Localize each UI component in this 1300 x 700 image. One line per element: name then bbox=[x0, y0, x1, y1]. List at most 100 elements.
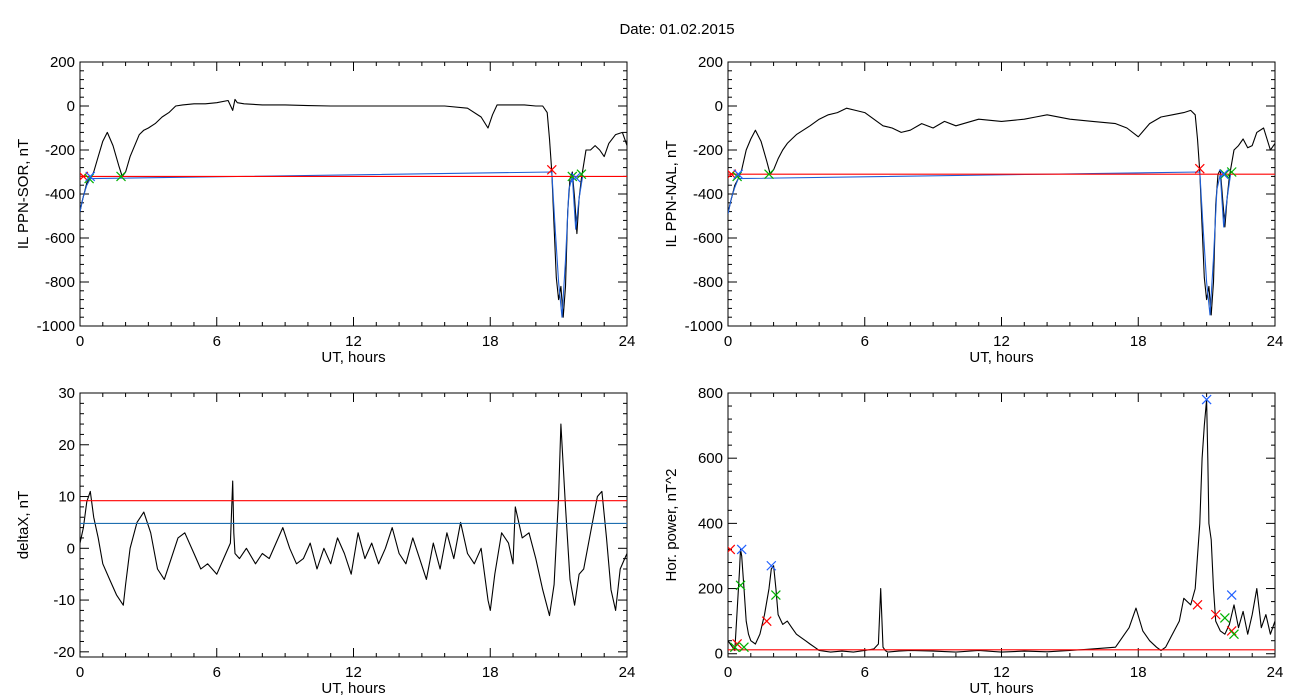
chart-1-marker-stroke bbox=[567, 171, 578, 182]
chart-4-marker-stroke bbox=[761, 616, 772, 627]
chart-2-ylabel: IL PPN-NAL, nT bbox=[663, 141, 680, 248]
chart-2-marker-stroke bbox=[764, 169, 774, 180]
chart-3-xtick-label: 24 bbox=[619, 664, 636, 681]
chart-1-plot-area bbox=[80, 98, 627, 318]
chart-2-xtick-label: 24 bbox=[1267, 333, 1284, 350]
chart-2-marker-stroke bbox=[1226, 167, 1237, 177]
chart-4-marker bbox=[1229, 629, 1239, 640]
chart-1-ytick-label: 0 bbox=[67, 98, 75, 115]
chart-3-xtick-label: 0 bbox=[76, 664, 84, 681]
chart-2-ytick-label: -200 bbox=[693, 142, 723, 159]
chart-4-ytick-label: 600 bbox=[698, 450, 723, 467]
chart-2-series-1-line bbox=[728, 107, 1275, 316]
chart-2-xtick-label: 0 bbox=[724, 333, 732, 350]
chart-4-xtick-label: 18 bbox=[1130, 664, 1147, 681]
chart-3-xtick-label: 6 bbox=[213, 664, 221, 681]
chart-4-marker-stroke bbox=[1229, 629, 1239, 640]
chart-2-marker bbox=[1218, 169, 1229, 180]
chart-2-marker bbox=[732, 171, 743, 182]
chart-1-marker-stroke bbox=[570, 172, 581, 183]
chart-3-xtick-label: 12 bbox=[345, 664, 362, 681]
chart-4-marker bbox=[735, 580, 746, 591]
chart-2-ytick-label: -800 bbox=[693, 274, 723, 291]
chart-3-series-1-line bbox=[80, 423, 627, 617]
chart-1-ytick-label: -800 bbox=[45, 274, 75, 291]
chart-4-marker bbox=[728, 544, 736, 555]
chart-1-xlabel: UT, hours bbox=[321, 349, 385, 366]
chart-1-ytick-label: -200 bbox=[45, 142, 75, 159]
chart-1-marker bbox=[570, 172, 581, 183]
chart-4-marker bbox=[1226, 590, 1237, 600]
chart-2-marker-stroke bbox=[1219, 169, 1230, 180]
chart-1-marker-stroke bbox=[576, 169, 587, 180]
chart-1-marker-stroke bbox=[546, 164, 557, 175]
chart-4-xtick-label: 6 bbox=[861, 664, 869, 681]
chart-1-marker-stroke bbox=[116, 171, 126, 182]
chart-4-xtick-label: 12 bbox=[993, 664, 1010, 681]
chart-3-ytick-label: 20 bbox=[58, 437, 75, 454]
chart-4-marker bbox=[770, 590, 781, 600]
chart-4: 0 6 12 18 24 800 600 400 200 0 UT, hours Hor. power… bbox=[663, 385, 1283, 697]
chart-2-xlabel: UT, hours bbox=[969, 349, 1033, 366]
chart-4-marker-stroke bbox=[736, 544, 747, 555]
chart-1-marker bbox=[85, 171, 96, 182]
chart-1-marker-stroke bbox=[84, 173, 95, 184]
chart-4-marker bbox=[1192, 599, 1203, 610]
chart-2-frame bbox=[727, 61, 1276, 327]
chart-1-xtick-label: 24 bbox=[619, 333, 636, 350]
chart-4-marker bbox=[1201, 394, 1212, 405]
chart-3-ytick-label: -10 bbox=[53, 592, 75, 609]
chart-2-marker bbox=[1226, 167, 1237, 177]
chart-1-xtick-label: 6 bbox=[213, 333, 221, 350]
chart-3: 0 6 12 18 24 30 20 10 0 -10 -20 UT, hours deltaX, nT bbox=[15, 385, 635, 697]
chart-3-ylabel: deltaX, nT bbox=[15, 491, 32, 559]
chart-4-marker bbox=[729, 642, 740, 653]
chart-3-ytick-label: 30 bbox=[58, 385, 75, 402]
chart-4-marker bbox=[739, 642, 749, 653]
chart-4-marker-stroke bbox=[728, 544, 736, 553]
chart-4-marker-stroke bbox=[770, 590, 781, 600]
chart-4-marker-stroke bbox=[1226, 590, 1237, 600]
chart-1-ytick-label: -600 bbox=[45, 230, 75, 247]
chart-1-marker bbox=[567, 171, 578, 182]
chart-1-series-1-line bbox=[80, 98, 627, 318]
chart-4-frame bbox=[727, 392, 1276, 658]
chart-3-xlabel: UT, hours bbox=[321, 680, 385, 697]
chart-4-marker bbox=[736, 544, 747, 555]
chart-2: 0 6 12 18 24 200 0 -200 -400 -600 -800 -1000 UT, hou… bbox=[663, 54, 1283, 366]
chart-2-xtick-label: 6 bbox=[861, 333, 869, 350]
chart-4-marker bbox=[1210, 609, 1221, 620]
chart-4-xtick-label: 0 bbox=[724, 664, 732, 681]
chart-1-marker bbox=[546, 164, 557, 175]
chart-1-ylabel: IL PPN-SOR, nT bbox=[15, 139, 32, 249]
chart-2-marker-stroke bbox=[1218, 169, 1229, 180]
chart-2-series-2-line bbox=[728, 171, 1232, 316]
chart-4-marker bbox=[1219, 612, 1230, 623]
chart-4-marker-stroke bbox=[1226, 626, 1237, 636]
chart-1-marker bbox=[116, 171, 126, 182]
chart-2-ytick-label: -1000 bbox=[685, 318, 723, 335]
chart-4-ylabel: Hor. power, nT^2 bbox=[663, 469, 680, 582]
chart-1-xtick-label: 18 bbox=[482, 333, 499, 350]
chart-4-marker-stroke bbox=[739, 642, 749, 653]
chart-2-ytick-label: 200 bbox=[698, 54, 723, 71]
chart-2-marker bbox=[764, 169, 774, 180]
chart-2-ytick-label: 0 bbox=[715, 98, 723, 115]
chart-2-marker bbox=[1219, 169, 1230, 180]
chart-4-marker bbox=[766, 560, 777, 571]
figure-title: Date: 01.02.2015 bbox=[619, 21, 734, 38]
chart-4-ytick-label: 200 bbox=[698, 581, 723, 598]
chart-1-ytick-label: -1000 bbox=[37, 318, 75, 335]
chart-2-xtick-label: 18 bbox=[1130, 333, 1147, 350]
chart-3-frame bbox=[79, 392, 628, 658]
chart-2-plot-area bbox=[728, 107, 1275, 316]
chart-1-xtick-label: 12 bbox=[345, 333, 362, 350]
chart-2-marker-stroke bbox=[733, 169, 744, 180]
chart-2-ytick-label: -400 bbox=[693, 186, 723, 203]
chart-2-xtick-label: 12 bbox=[993, 333, 1010, 350]
chart-1-xtick-label: 0 bbox=[76, 333, 84, 350]
chart-3-ytick-label: 0 bbox=[67, 540, 75, 557]
chart-1-series-2-line bbox=[80, 171, 584, 318]
chart-2-marker-stroke bbox=[732, 171, 743, 182]
chart-1-marker-stroke bbox=[85, 171, 96, 182]
